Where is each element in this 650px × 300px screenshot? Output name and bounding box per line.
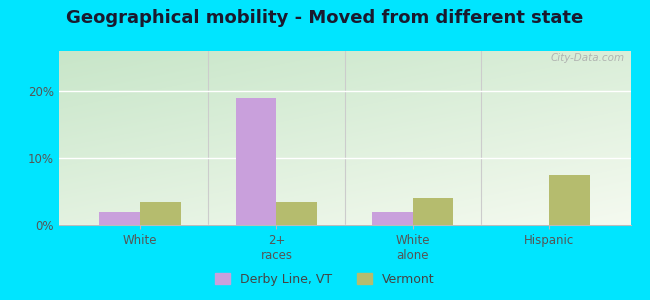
Bar [140, 202, 181, 225]
Bar [413, 198, 454, 225]
Text: City-Data.com: City-Data.com [551, 53, 625, 63]
Bar [235, 98, 276, 225]
Legend: Derby Line, VT, Vermont: Derby Line, VT, Vermont [210, 268, 440, 291]
Bar [549, 175, 590, 225]
Text: Geographical mobility - Moved from different state: Geographical mobility - Moved from diffe… [66, 9, 584, 27]
Bar [372, 212, 413, 225]
Bar [99, 212, 140, 225]
Bar [276, 202, 317, 225]
